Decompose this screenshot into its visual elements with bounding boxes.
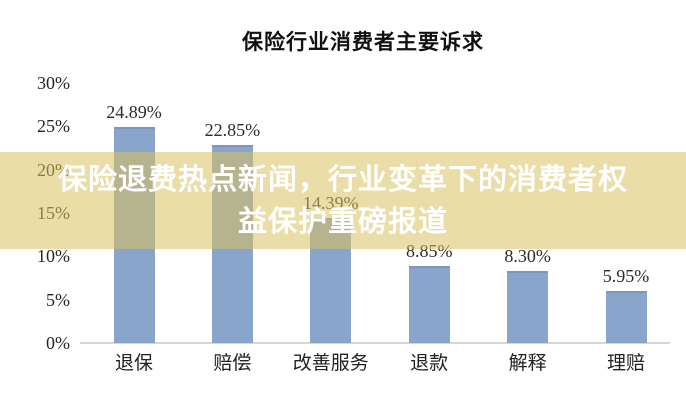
x-axis-label-6: 理赔 xyxy=(606,353,645,374)
y-axis-tick-label: 10% xyxy=(37,246,70,267)
x-axis-label-4: 退款 xyxy=(410,353,449,374)
news-banner-overlay: 保险退费热点新闻，行业变革下的消费者权 益保护重磅报道 xyxy=(0,152,686,249)
bar-value-label-1: 24.89% xyxy=(106,102,162,122)
x-axis-label-2: 赔偿 xyxy=(213,353,252,374)
bar-value-label-2: 22.85% xyxy=(204,120,261,140)
bar-value-label-6: 5.95% xyxy=(602,266,650,286)
x-axis-label-5: 解释 xyxy=(508,353,547,374)
x-axis-label-1: 退保 xyxy=(114,353,153,374)
bar-4 xyxy=(408,266,450,343)
banner-text-line1: 保险退费热点新闻，行业变革下的消费者权 xyxy=(57,163,628,196)
y-axis-tick-label: 30% xyxy=(37,72,70,93)
bar-6 xyxy=(605,291,647,343)
y-axis-tick-label: 5% xyxy=(46,289,70,310)
x-axis-label-3: 改善服务 xyxy=(292,353,369,374)
y-axis-tick-label: 25% xyxy=(37,116,70,137)
x-axis-line xyxy=(80,342,670,344)
y-axis-tick-label: 0% xyxy=(46,333,70,353)
bar-value-label-5: 8.30% xyxy=(504,246,551,266)
bar-5 xyxy=(507,271,549,343)
banner-text-line2: 益保护重磅报道 xyxy=(237,205,448,238)
chart-title: 保险行业消费者主要诉求 xyxy=(242,31,484,54)
